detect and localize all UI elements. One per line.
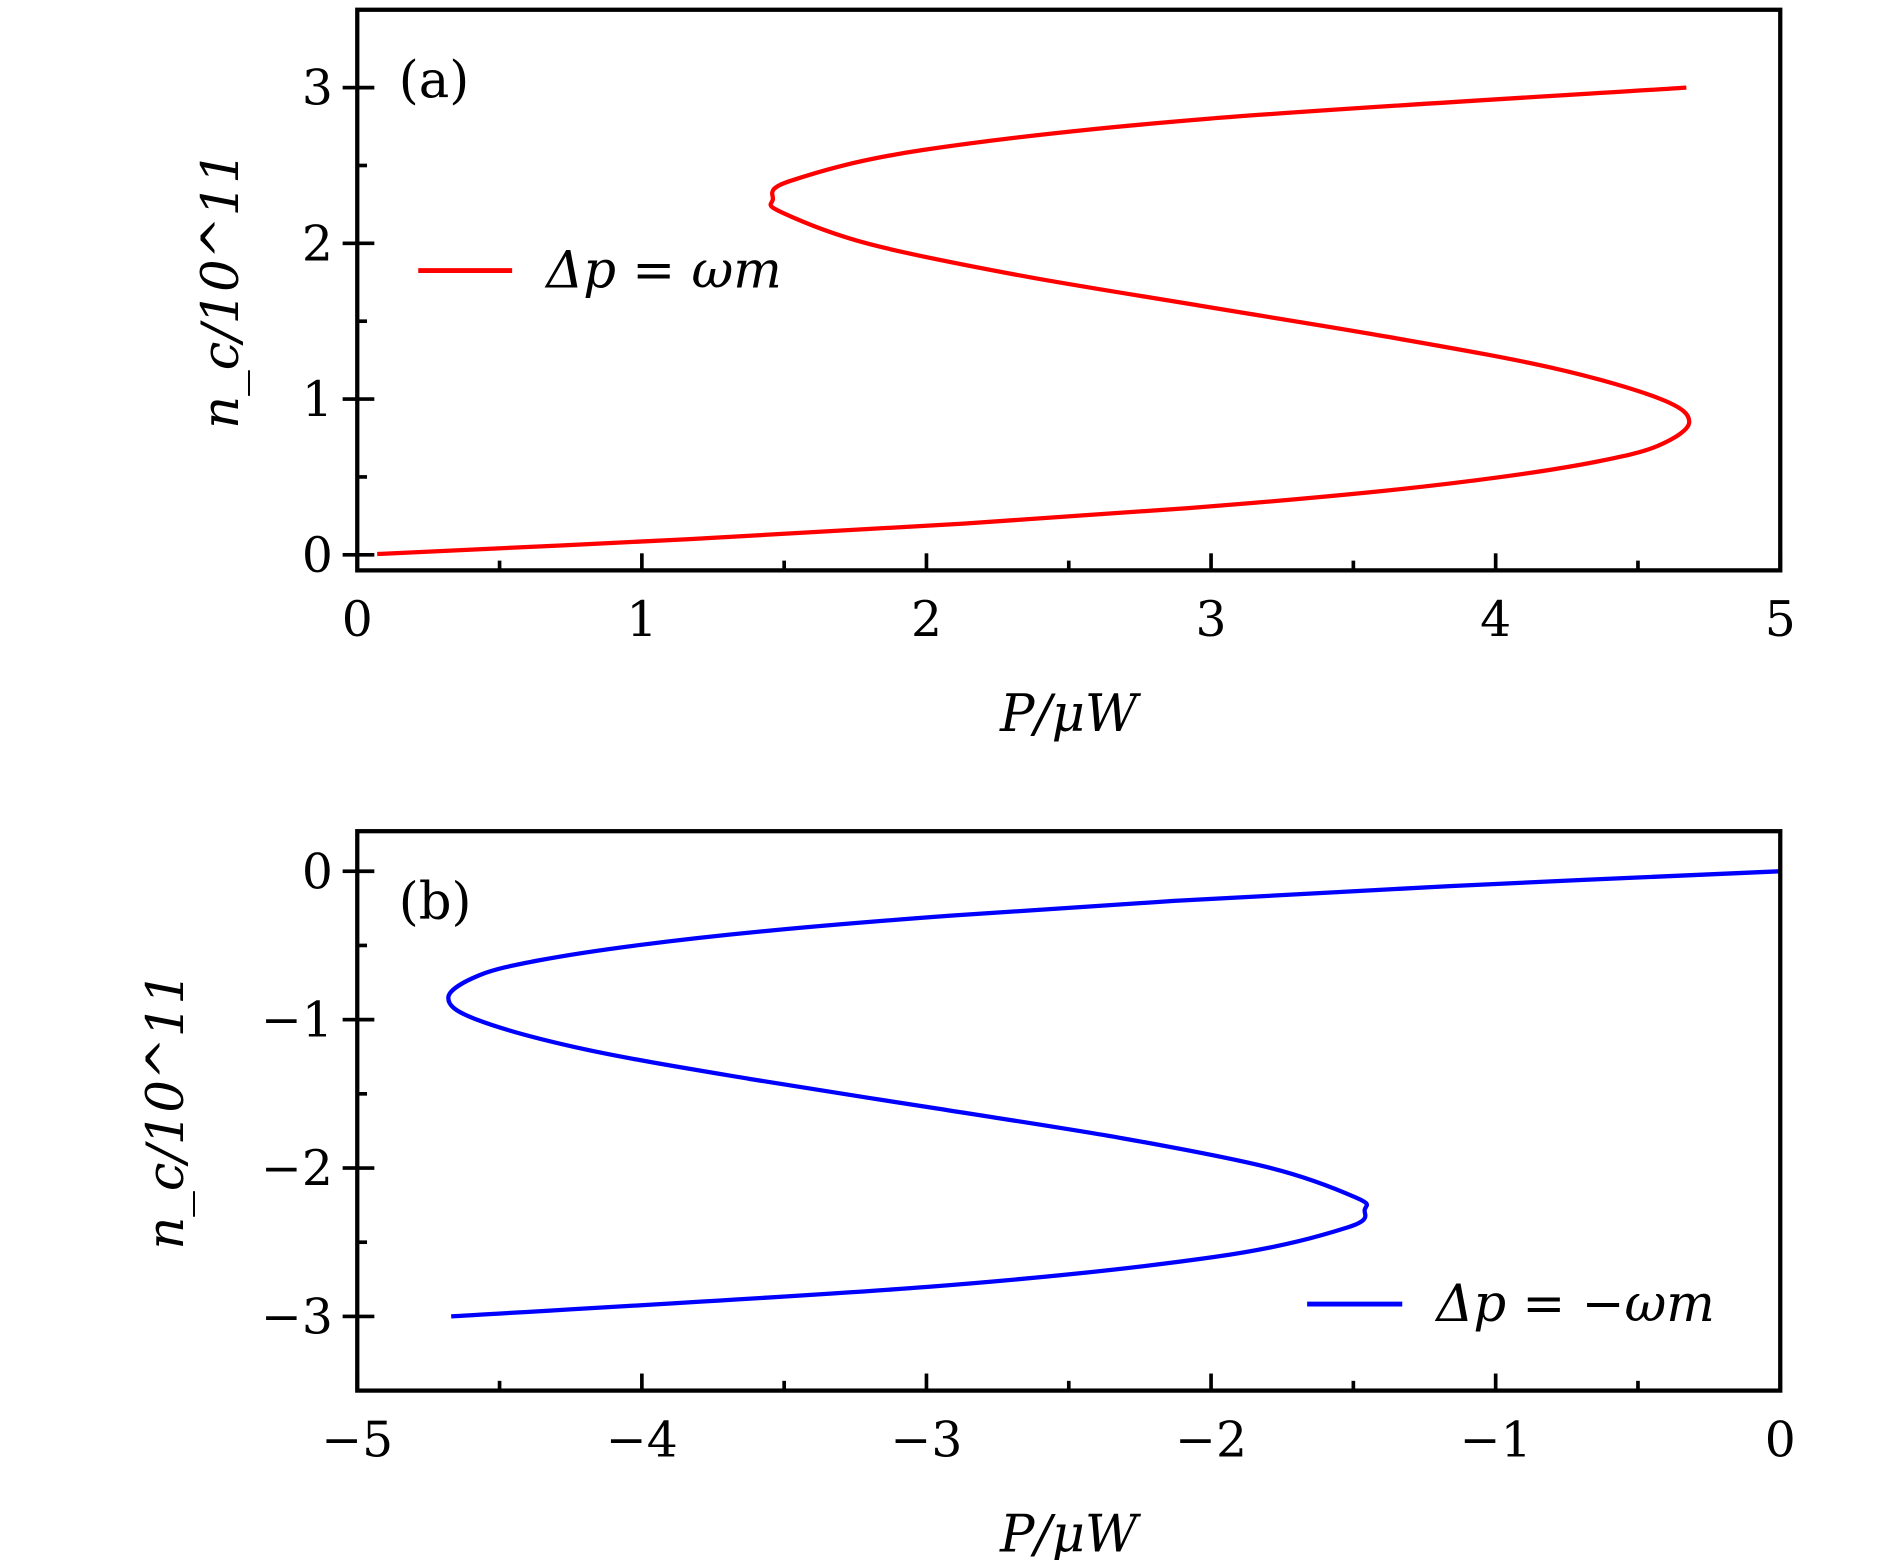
y-tick-label: 2 bbox=[302, 216, 333, 272]
series-line bbox=[446, 869, 1781, 1319]
x-tick-label: 4 bbox=[1480, 592, 1511, 648]
y-tick-label: −2 bbox=[261, 1141, 333, 1197]
plot-frame bbox=[355, 829, 1783, 1393]
y-tick-label: 3 bbox=[302, 61, 333, 117]
x-tick-label: −5 bbox=[321, 1412, 393, 1468]
x-tick-label: 0 bbox=[1765, 1412, 1796, 1468]
x-tick-label: 2 bbox=[911, 592, 942, 648]
x-tick-label: −4 bbox=[606, 1412, 678, 1468]
x-tick-label: 3 bbox=[1196, 592, 1227, 648]
panel-label: (a) bbox=[399, 51, 469, 111]
x-tick-label: 1 bbox=[626, 592, 657, 648]
x-tick-label: 0 bbox=[342, 592, 373, 648]
panel-label: (b) bbox=[399, 872, 472, 932]
x-axis-label: P/μW bbox=[999, 1504, 1142, 1560]
x-tick-label: −1 bbox=[1460, 1412, 1532, 1468]
legend-label: Δp = −ωm bbox=[1434, 1274, 1714, 1334]
y-tick-label: −1 bbox=[261, 993, 333, 1049]
x-tick-label: −3 bbox=[891, 1412, 963, 1468]
x-tick-label: 5 bbox=[1765, 592, 1796, 648]
y-tick-label: 0 bbox=[302, 528, 333, 584]
plot-frame bbox=[355, 7, 1783, 573]
y-tick-label: 0 bbox=[302, 844, 333, 900]
y-axis-label: n_c/10^11 bbox=[136, 972, 196, 1250]
panel-b: −5 −4 −3 −2 −1 0 0 −1 −2 −3 (b) Δp = −ωm P/μW n_c/10^… bbox=[136, 829, 1796, 1560]
legend-label: Δp = ωm bbox=[544, 241, 782, 301]
series-line bbox=[377, 85, 1692, 557]
panel-a: 0 1 2 3 4 5 0 1 2 3 (a) Δp = ωm P/μW n_c/10^11 bbox=[191, 7, 1796, 744]
x-axis-label: P/μW bbox=[999, 684, 1142, 744]
y-axis-label: n_c/10^11 bbox=[191, 151, 251, 429]
y-tick-label: 1 bbox=[302, 372, 333, 428]
legend: Δp = ωm bbox=[418, 241, 782, 301]
legend: Δp = −ωm bbox=[1307, 1274, 1715, 1334]
x-tick-label: −2 bbox=[1175, 1412, 1247, 1468]
y-tick-label: −3 bbox=[261, 1289, 333, 1345]
